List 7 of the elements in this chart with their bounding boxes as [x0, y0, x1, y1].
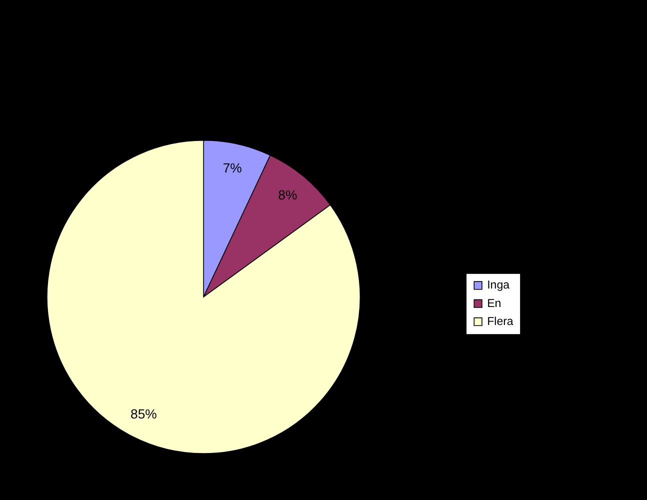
- legend-label: En: [487, 298, 502, 310]
- data-label: 8%: [278, 187, 298, 202]
- legend-label: Flera: [487, 316, 514, 328]
- data-label: 85%: [130, 406, 158, 422]
- data-label: 7%: [222, 160, 242, 176]
- legend-label: Inga: [487, 280, 510, 292]
- pie-slice: [46, 140, 361, 454]
